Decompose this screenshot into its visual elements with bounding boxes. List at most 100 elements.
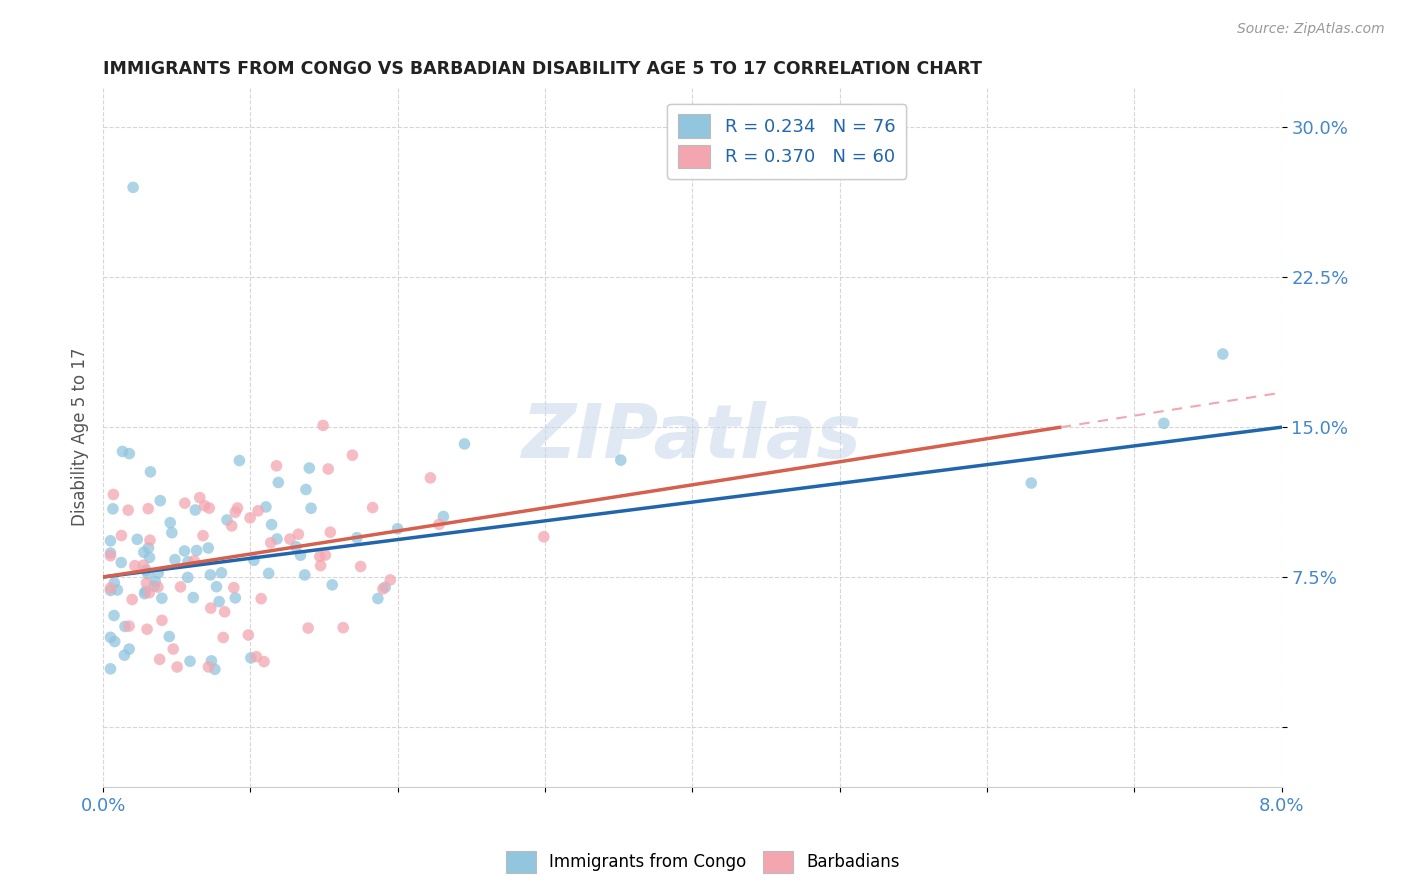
Point xyxy=(321,578,343,592)
Point xyxy=(1019,476,1042,491)
Point xyxy=(191,529,214,543)
Point xyxy=(419,471,441,485)
Point xyxy=(100,581,122,595)
Point xyxy=(139,533,162,548)
Point xyxy=(118,619,141,633)
Point xyxy=(367,591,389,606)
Point xyxy=(221,519,243,533)
Point xyxy=(135,576,157,591)
Point xyxy=(349,559,371,574)
Point xyxy=(136,501,159,516)
Point xyxy=(297,621,319,635)
Point xyxy=(194,499,217,513)
Point xyxy=(143,579,166,593)
Point xyxy=(186,543,208,558)
Point xyxy=(163,552,186,566)
Point xyxy=(150,613,173,627)
Point xyxy=(162,642,184,657)
Point xyxy=(295,483,318,497)
Point xyxy=(387,522,409,536)
Point xyxy=(267,475,290,490)
Point xyxy=(254,500,277,514)
Point xyxy=(159,516,181,530)
Point xyxy=(100,533,122,548)
Point xyxy=(177,555,200,569)
Point xyxy=(100,583,122,598)
Point xyxy=(132,545,155,559)
Point xyxy=(239,651,262,665)
Point xyxy=(346,531,368,545)
Point xyxy=(215,513,238,527)
Point xyxy=(224,505,246,519)
Point xyxy=(110,556,132,570)
Point xyxy=(380,573,402,587)
Point xyxy=(122,180,145,194)
Point xyxy=(124,558,146,573)
Point xyxy=(150,591,173,606)
Point xyxy=(157,630,180,644)
Point xyxy=(610,453,633,467)
Point xyxy=(299,501,322,516)
Point xyxy=(332,621,354,635)
Point xyxy=(134,584,156,599)
Point xyxy=(314,548,336,562)
Point xyxy=(104,634,127,648)
Point xyxy=(138,541,160,555)
Point xyxy=(100,630,122,644)
Point xyxy=(103,608,125,623)
Point xyxy=(243,553,266,567)
Text: ZIPatlas: ZIPatlas xyxy=(523,401,862,474)
Point xyxy=(160,525,183,540)
Point xyxy=(427,517,450,532)
Point xyxy=(245,649,267,664)
Point xyxy=(169,580,191,594)
Point xyxy=(319,525,342,540)
Point xyxy=(114,619,136,633)
Point xyxy=(1212,347,1234,361)
Point xyxy=(298,461,321,475)
Point xyxy=(117,503,139,517)
Point xyxy=(100,549,122,563)
Point xyxy=(110,528,132,542)
Point xyxy=(111,444,134,458)
Point xyxy=(287,527,309,541)
Legend: R = 0.234   N = 76, R = 0.370   N = 60: R = 0.234 N = 76, R = 0.370 N = 60 xyxy=(666,103,907,178)
Point xyxy=(266,458,288,473)
Point xyxy=(211,566,233,580)
Point xyxy=(149,493,172,508)
Point xyxy=(238,628,260,642)
Point xyxy=(139,465,162,479)
Point xyxy=(224,591,246,605)
Point xyxy=(309,558,332,573)
Point xyxy=(266,532,288,546)
Point xyxy=(149,652,172,666)
Point xyxy=(200,654,222,668)
Point xyxy=(214,605,236,619)
Point xyxy=(197,660,219,674)
Point xyxy=(533,530,555,544)
Point xyxy=(198,501,221,516)
Point xyxy=(188,491,211,505)
Point xyxy=(179,654,201,668)
Point xyxy=(105,582,128,597)
Point xyxy=(284,540,307,554)
Point xyxy=(100,546,122,560)
Point xyxy=(118,447,141,461)
Point xyxy=(136,566,159,581)
Point xyxy=(290,548,312,562)
Point xyxy=(308,549,330,564)
Point xyxy=(212,631,235,645)
Point xyxy=(226,501,249,516)
Y-axis label: Disability Age 5 to 17: Disability Age 5 to 17 xyxy=(72,348,89,526)
Point xyxy=(294,568,316,582)
Text: Source: ZipAtlas.com: Source: ZipAtlas.com xyxy=(1237,22,1385,37)
Point xyxy=(173,496,195,510)
Point xyxy=(200,567,222,582)
Point xyxy=(143,574,166,589)
Point xyxy=(138,585,160,599)
Point xyxy=(177,570,200,584)
Point xyxy=(134,587,156,601)
Point xyxy=(247,504,270,518)
Point xyxy=(100,662,122,676)
Point xyxy=(204,662,226,676)
